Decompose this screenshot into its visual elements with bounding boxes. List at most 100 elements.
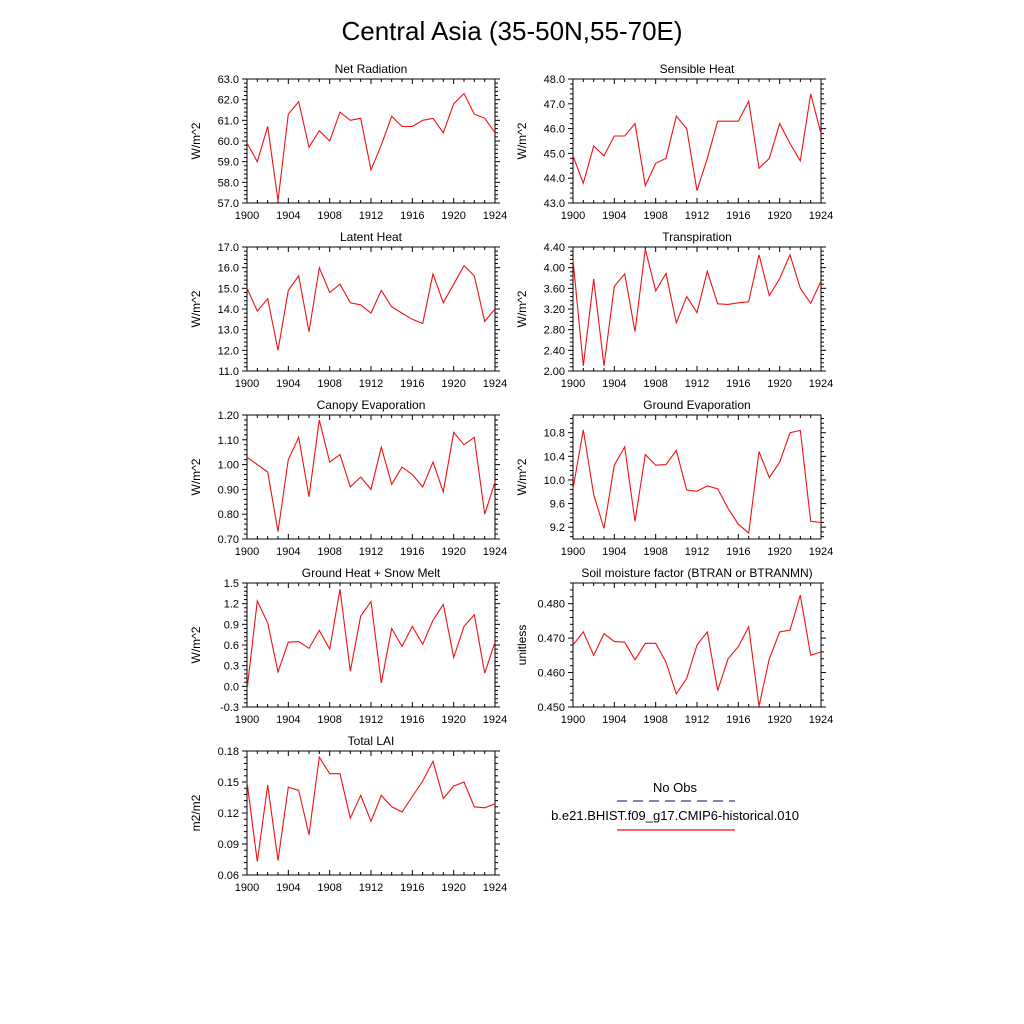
chart-5-xtick-label: 1916 (400, 546, 424, 558)
chart-9-ytick-label: 0.15 (218, 777, 239, 789)
chart-5-xtick-label: 1908 (317, 546, 341, 558)
chart-1-ytick-label: 61.0 (218, 115, 239, 127)
chart-8-ytick-label: 0.450 (537, 702, 565, 714)
chart-8-xtick-label: 1908 (643, 714, 667, 726)
chart-2-ytick-label: 47.0 (544, 99, 565, 111)
chart-6-ytick-label: 9.6 (550, 499, 565, 511)
chart-4-xtick-label: 1924 (809, 378, 833, 390)
chart-4-title: Transpiration (662, 230, 732, 244)
chart-7-xtick-label: 1924 (483, 714, 507, 726)
chart-9-ylabel: m2/m2 (189, 794, 203, 831)
chart-3-ytick-label: 13.0 (218, 325, 239, 337)
chart-2-ytick-label: 45.0 (544, 148, 565, 160)
chart-7-ytick-label: -0.3 (220, 702, 239, 714)
chart-6-series-line (572, 429, 822, 535)
chart-7-xtick-label: 1900 (235, 714, 259, 726)
figure-title: Central Asia (35-50N,55-70E) (341, 16, 682, 46)
chart-5-series-line (246, 419, 496, 532)
chart-8-xtick-label: 1916 (726, 714, 750, 726)
chart-2-series-line (572, 93, 822, 191)
chart-8-ytick-label: 0.480 (537, 599, 565, 611)
chart-2-xtick-label: 1900 (561, 210, 585, 222)
chart-9-xtick-label: 1916 (400, 882, 424, 894)
chart-7-xtick-label: 1916 (400, 714, 424, 726)
chart-9-ytick-label: 0.09 (218, 839, 239, 851)
chart-5-xtick-label: 1920 (441, 546, 465, 558)
chart-4-xtick-label: 1908 (643, 378, 667, 390)
chart-3-xtick-label: 1904 (276, 378, 300, 390)
chart-7-xtick-label: 1920 (441, 714, 465, 726)
chart-3-xtick-label: 1900 (235, 378, 259, 390)
chart-9-series-line (246, 755, 496, 862)
chart-8-series-line (572, 594, 822, 707)
chart-5-ytick-label: 0.70 (218, 534, 239, 546)
chart-5: Canopy Evaporation W/m^2 1900 1904 1908 1912 1… (189, 398, 507, 558)
chart-3-ytick-label: 16.0 (218, 263, 239, 275)
chart-5-xtick-label: 1924 (483, 546, 507, 558)
chart-7-title: Ground Heat + Snow Melt (302, 566, 441, 580)
chart-1-ylabel: W/m^2 (189, 122, 203, 159)
chart-8-ytick-label: 0.460 (537, 668, 565, 680)
chart-3-ytick-label: 17.0 (218, 242, 239, 254)
chart-4-xtick-label: 1904 (602, 378, 626, 390)
chart-9-xtick-label: 1908 (317, 882, 341, 894)
chart-1-ytick-label: 58.0 (218, 177, 239, 189)
chart-2-xtick-label: 1912 (685, 210, 709, 222)
chart-3-ytick-label: 14.0 (218, 304, 239, 316)
chart-4-ytick-label: 4.40 (544, 242, 565, 254)
chart-panels: Net Radiation W/m^2 1900 1904 1908 1912 1916 19… (189, 62, 833, 894)
chart-9-ytick-label: 0.18 (218, 746, 239, 758)
chart-1-xtick-label: 1916 (400, 210, 424, 222)
chart-3-xtick-label: 1924 (483, 378, 507, 390)
chart-4-ylabel: W/m^2 (515, 290, 529, 327)
legend: No Obs b.e21.BHIST.f09_g17.CMIP6-histori… (551, 780, 799, 831)
chart-9-xtick-label: 1920 (441, 882, 465, 894)
chart-1-xtick-label: 1908 (317, 210, 341, 222)
chart-3-ytick-label: 15.0 (218, 283, 239, 295)
chart-7-xtick-label: 1908 (317, 714, 341, 726)
chart-2-ytick-label: 44.0 (544, 173, 565, 185)
chart-1-xtick-label: 1924 (483, 210, 507, 222)
chart-2-xtick-label: 1924 (809, 210, 833, 222)
chart-6-title: Ground Evaporation (643, 398, 750, 412)
chart-7-ytick-label: 0.6 (224, 640, 239, 652)
chart-4: Transpiration W/m^2 1900 1904 1908 1912 1916 19… (515, 230, 833, 390)
chart-5-ytick-label: 1.00 (218, 460, 239, 472)
chart-5-ytick-label: 0.80 (218, 509, 239, 521)
chart-2-ytick-label: 48.0 (544, 74, 565, 86)
chart-2-frame (572, 78, 822, 204)
chart-3-frame (246, 246, 496, 372)
chart-8-xtick-label: 1904 (602, 714, 626, 726)
chart-9-ytick-label: 0.06 (218, 870, 239, 882)
chart-5-ytick-label: 0.90 (218, 484, 239, 496)
chart-7-ytick-label: 1.2 (224, 599, 239, 611)
chart-3-xtick-label: 1920 (441, 378, 465, 390)
chart-8: Soil moisture factor (BTRAN or BTRANMN) u… (515, 566, 833, 726)
chart-6-xtick-label: 1908 (643, 546, 667, 558)
chart-3-xtick-label: 1912 (359, 378, 383, 390)
chart-4-xtick-label: 1920 (767, 378, 791, 390)
chart-5-xtick-label: 1904 (276, 546, 300, 558)
chart-4-ytick-label: 4.00 (544, 263, 565, 275)
chart-8-xtick-label: 1920 (767, 714, 791, 726)
chart-4-ytick-label: 2.40 (544, 345, 565, 357)
chart-2-xtick-label: 1904 (602, 210, 626, 222)
chart-4-ytick-label: 2.00 (544, 366, 565, 378)
chart-9-xtick-label: 1904 (276, 882, 300, 894)
chart-1-ytick-label: 63.0 (218, 74, 239, 86)
chart-1-xtick-label: 1920 (441, 210, 465, 222)
chart-6-frame (572, 414, 822, 540)
chart-3-title: Latent Heat (340, 230, 403, 244)
chart-7: Ground Heat + Snow Melt W/m^2 1900 1904 1908… (189, 566, 507, 726)
chart-5-xtick-label: 1912 (359, 546, 383, 558)
chart-9: Total LAI m2/m2 1900 1904 1908 1912 1916 1920 19… (189, 734, 507, 894)
chart-1: Net Radiation W/m^2 1900 1904 1908 1912 1916 19… (189, 62, 507, 222)
chart-5-frame (246, 414, 496, 540)
chart-4-xtick-label: 1912 (685, 378, 709, 390)
chart-8-xtick-label: 1912 (685, 714, 709, 726)
chart-9-xtick-label: 1924 (483, 882, 507, 894)
chart-1-ytick-label: 59.0 (218, 157, 239, 169)
chart-1-title: Net Radiation (335, 62, 408, 76)
chart-1-ytick-label: 60.0 (218, 136, 239, 148)
